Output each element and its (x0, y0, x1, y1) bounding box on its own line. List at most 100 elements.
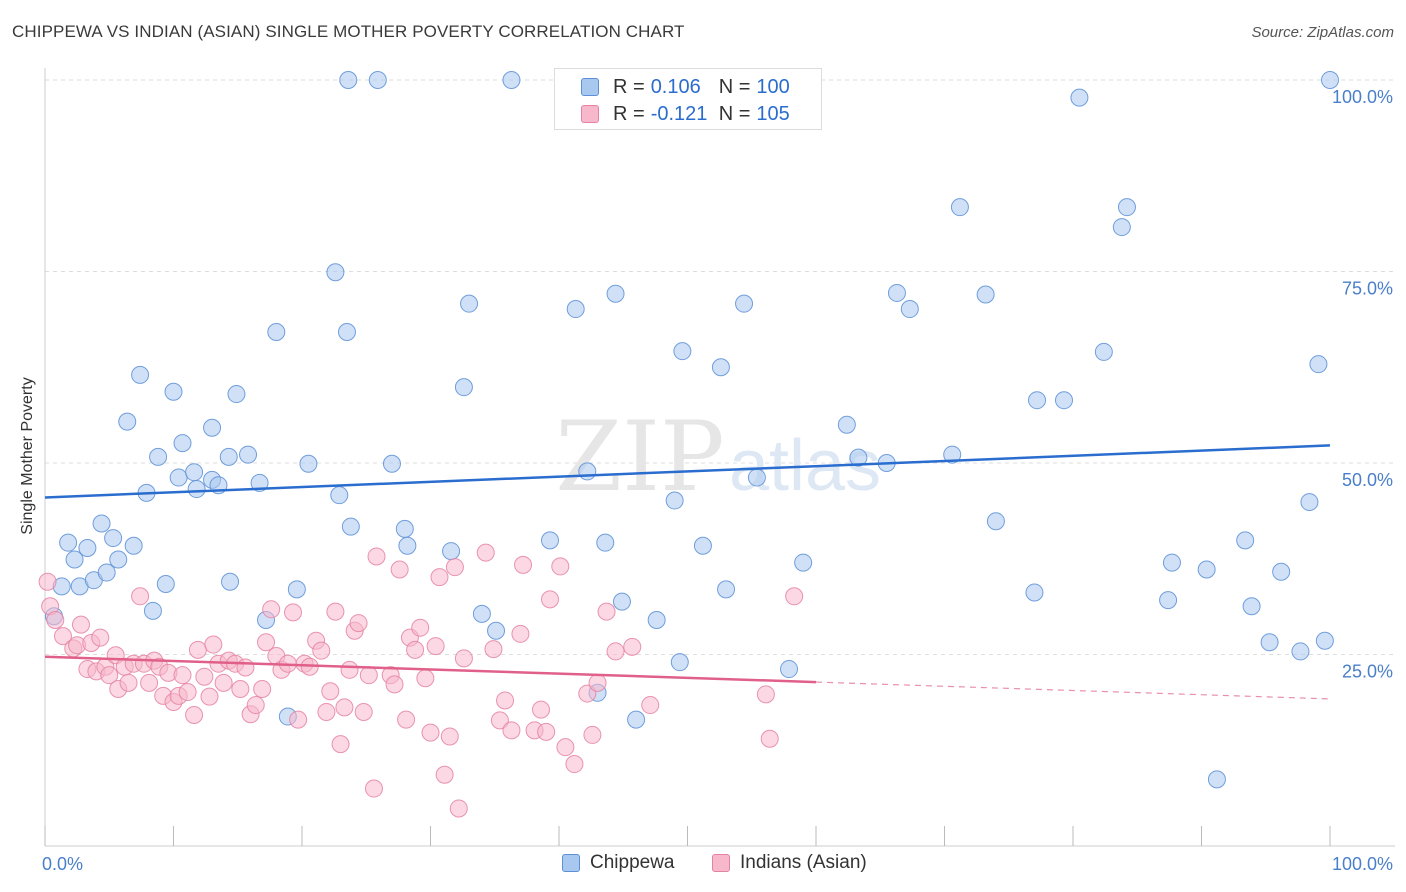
chippewa-point (1117, 198, 1136, 217)
trend-lines (44, 444, 1331, 700)
tick-labels: 25.0% 50.0% 75.0% 100.0% 0.0% 100.0% (42, 87, 1393, 874)
indians-asian-point (312, 641, 331, 660)
chippewa-point (339, 71, 358, 89)
indians-asian-point (284, 603, 303, 622)
indians-asian-point (514, 555, 533, 574)
chippewa-point (1207, 770, 1226, 789)
chippewa-point (169, 468, 188, 487)
chippewa-point (487, 621, 506, 640)
indians-asian-point (53, 627, 72, 646)
indians-asian-point (511, 624, 530, 643)
indians-asian-point (253, 679, 272, 698)
indians-asian-point (335, 698, 354, 717)
axes (44, 68, 1395, 847)
indians-asian-point (214, 673, 233, 692)
indians-asian-point (435, 765, 454, 784)
chippewa-point (747, 468, 766, 487)
indians-asian-point (385, 675, 404, 694)
indians-asian-point (537, 722, 556, 741)
indians-asian-point (502, 721, 521, 740)
legend-item-indians-asian[interactable]: Indians (Asian) (712, 852, 867, 874)
indians-asian-point (556, 738, 575, 757)
chippewa-point (1070, 88, 1089, 107)
indians-asian-point (91, 628, 110, 647)
indians-asian-point (38, 572, 57, 591)
chippewa-point (287, 580, 306, 599)
chippewa-point (887, 283, 906, 302)
chippewa-point (442, 542, 461, 561)
indians-asian-point (440, 727, 459, 746)
indians-asian-point (484, 640, 503, 659)
indians-asian-point (231, 679, 250, 698)
chippewa-point (794, 553, 813, 572)
chippewa-point (1028, 391, 1047, 410)
indians-asian-point (359, 666, 378, 685)
indians-asian-point (490, 711, 509, 730)
chippewa-point (647, 611, 666, 630)
indians-asian-point (430, 568, 449, 587)
chippewa-point (1315, 631, 1334, 650)
indians-asian-point (331, 735, 350, 754)
chippewa-point (900, 300, 919, 319)
chippewa-point (187, 480, 206, 499)
indians-asian-point (476, 543, 495, 562)
indians-asian-point (185, 706, 204, 725)
chippewa-point (299, 454, 318, 473)
chippewa-point (239, 445, 258, 464)
x-tick-label: 100.0% (1332, 854, 1393, 874)
indians-asian-point (588, 673, 607, 692)
chippewa-point (950, 198, 969, 217)
chippewa-point (109, 550, 128, 569)
chippewa-point (326, 263, 345, 282)
indians-asian-point (326, 602, 345, 621)
chippewa-point (780, 660, 799, 679)
chippewa-legend-label: Chippewa (590, 852, 675, 873)
indians-asian-point (262, 600, 281, 619)
chippewa-point (382, 454, 401, 473)
chippewa-point (267, 323, 286, 342)
y-tick-label: 100.0% (1332, 87, 1393, 107)
chippewa-point (1094, 342, 1113, 361)
indians-asian-point (200, 687, 219, 706)
chippewa-point (1055, 391, 1074, 410)
chippewa-point (156, 575, 175, 594)
legend-item-chippewa[interactable]: Chippewa (562, 852, 675, 874)
indians-asian-point (606, 642, 625, 661)
chippewa-point (164, 382, 183, 401)
chippewa-point (1242, 597, 1261, 616)
y-tick-label: 75.0% (1342, 279, 1393, 299)
indians-asian-point (354, 702, 373, 721)
chippewa-point (976, 285, 995, 304)
chippewa-point (149, 447, 168, 466)
indians-asian-point (416, 669, 435, 688)
chippewa-point (185, 463, 204, 482)
chippewa-point (124, 536, 143, 555)
chippewa-point (717, 580, 736, 599)
chippewa-point (986, 512, 1005, 531)
y-axis-label: Single Mother Poverty (19, 377, 36, 535)
chippewa-point (143, 601, 162, 620)
chippewa-point (59, 533, 78, 552)
chippewa-point (78, 539, 97, 558)
indians-asian-point (541, 590, 560, 609)
y-tick-label: 25.0% (1342, 662, 1393, 682)
n-value: 105 (756, 102, 790, 125)
asian-swatch (581, 105, 599, 123)
indians-asian-point (760, 729, 779, 748)
indians-asian-point (188, 640, 207, 659)
chippewa-point (943, 445, 962, 464)
chippewa-point (398, 536, 417, 555)
indians-asian-point (454, 649, 473, 668)
chippewa-swatch (581, 78, 599, 96)
trend-line-indians-asian (44, 655, 817, 684)
indians-asian-point (349, 614, 368, 633)
x-tick-label: 0.0% (42, 854, 83, 874)
chippewa-point (104, 529, 123, 548)
indians-asian-point (756, 685, 775, 704)
indians-asian-point (583, 725, 602, 744)
indians-asian-point (532, 700, 551, 719)
indians-asian-point (445, 558, 464, 577)
chippewa-point (97, 563, 116, 582)
chippewa-point (395, 519, 414, 538)
